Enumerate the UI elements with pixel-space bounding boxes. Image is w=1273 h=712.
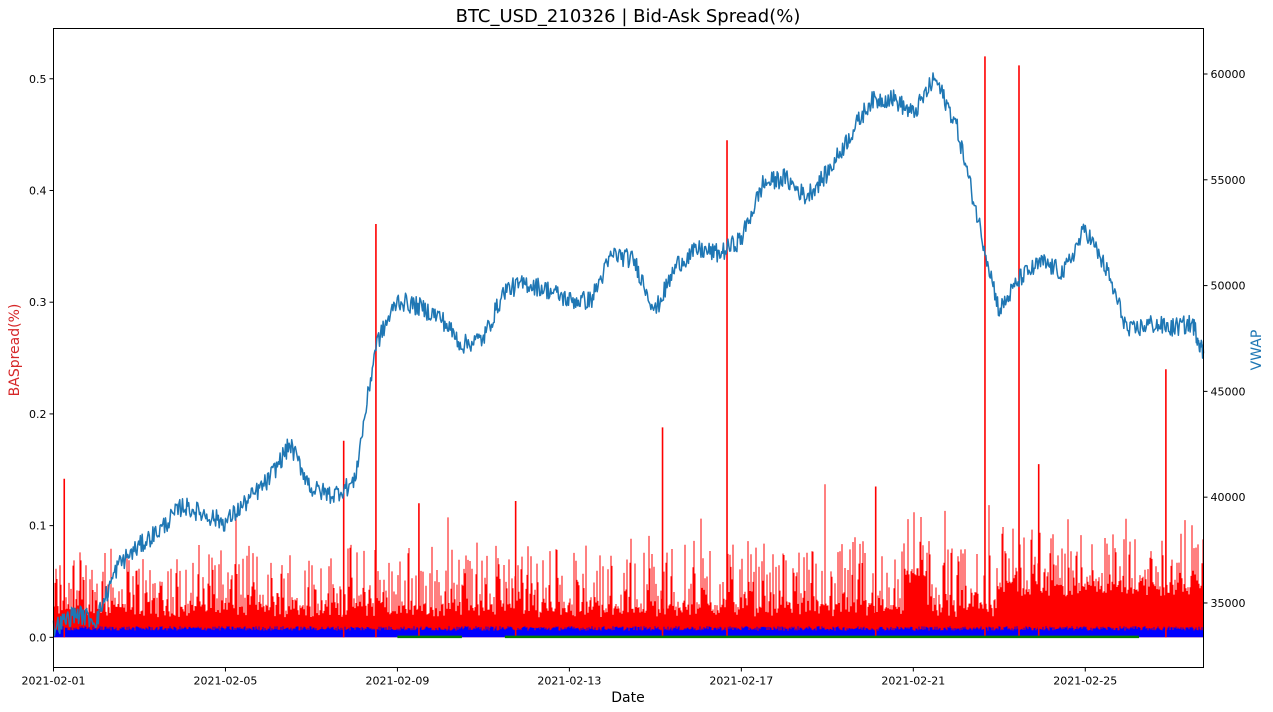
y-axis-left-label: BASpread(%)	[7, 304, 23, 397]
x-axis-label: Date	[611, 690, 644, 706]
y-left-tick-label-4: 0.4	[29, 184, 47, 197]
y-axis-left: 0.0 0.1 0.2 0.3 0.4 0.5	[29, 73, 54, 644]
x-tick-label-5: 2021-02-21	[881, 675, 945, 688]
spread-series	[53, 56, 1204, 638]
y-axis-right-label: VWAP	[1249, 330, 1265, 371]
y-axis-right: 35000 40000 45000 50000 55000 60000	[1203, 68, 1246, 610]
y-left-tick-label-0: 0.0	[29, 631, 47, 644]
vwap-line	[52, 72, 1205, 637]
x-tick-label-6: 2021-02-25	[1053, 675, 1117, 688]
y-right-tick-label-3: 50000	[1211, 280, 1246, 293]
x-tick-label-2: 2021-02-09	[365, 675, 429, 688]
y-right-tick-label-0: 35000	[1211, 597, 1246, 610]
y-right-tick-label-4: 55000	[1211, 174, 1246, 187]
plot-frame	[53, 28, 1204, 668]
x-axis: 2021-02-01 2021-02-05 2021-02-09 2021-02-13…	[22, 667, 1117, 688]
x-tick-label-0: 2021-02-01	[22, 675, 86, 688]
y-left-tick-label-3: 0.3	[29, 296, 47, 309]
y-right-tick-label-1: 40000	[1211, 491, 1246, 504]
y-left-tick-label-5: 0.5	[29, 73, 47, 86]
y-left-tick-label-2: 0.2	[29, 408, 47, 421]
chart-title: BTC_USD_210326 | Bid-Ask Spread(%)	[456, 6, 801, 27]
x-tick-label-1: 2021-02-05	[193, 675, 257, 688]
y-left-tick-label-1: 0.1	[29, 520, 47, 533]
x-tick-label-4: 2021-02-17	[709, 675, 773, 688]
y-right-tick-label-5: 60000	[1211, 68, 1246, 81]
vwap-series	[52, 72, 1205, 637]
y-right-tick-label-2: 45000	[1211, 385, 1246, 398]
x-tick-label-3: 2021-02-13	[537, 675, 601, 688]
